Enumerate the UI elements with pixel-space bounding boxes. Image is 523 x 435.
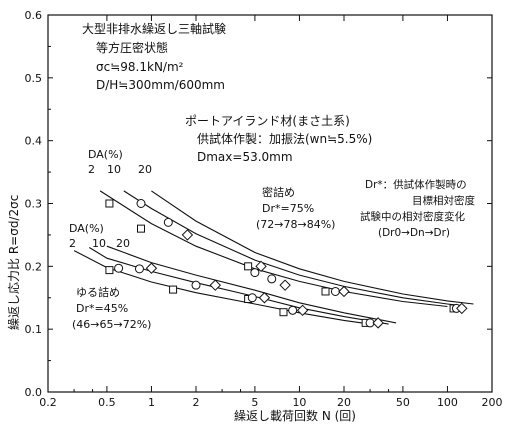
x-tick-label: 1 — [148, 396, 155, 409]
diamond-marker — [372, 317, 384, 329]
da-upper-10: 10 — [107, 163, 121, 176]
diamond-marker — [456, 302, 468, 315]
annotation-prep: 供試体作製：加振法(wn≒5.5%) — [197, 131, 372, 146]
annotation-note-4: (Dr0→Dn→Dr) — [378, 227, 450, 239]
annotation-loose-title: ゆる詰め — [76, 285, 120, 299]
annotation-loose-dr: Dr*=45% — [76, 302, 128, 315]
annotation-condition: 等方圧密状態 — [96, 40, 168, 55]
circle-marker — [136, 199, 146, 208]
annotation-dense-title: 密詰め — [262, 185, 295, 199]
fit-curve-dense-2 — [151, 190, 474, 305]
diamond-marker — [145, 262, 158, 274]
da-lower-2: 2 — [69, 237, 76, 250]
y-tick-label: 0.6 — [25, 9, 43, 22]
annotation-title: 大型非排水繰返し三軸試験 — [82, 21, 226, 36]
square-marker — [279, 308, 288, 317]
circle-marker — [288, 305, 298, 315]
diamond-marker — [209, 279, 221, 291]
diamond-marker — [258, 292, 271, 304]
fit-curve-dense-0 — [99, 190, 448, 308]
square-marker — [105, 266, 114, 275]
da-upper-2: 2 — [88, 163, 95, 176]
circle-marker — [250, 268, 260, 278]
square-marker — [321, 287, 330, 296]
circle-marker — [330, 286, 340, 296]
circle-marker — [114, 263, 124, 273]
annotation-dense-dr: Dr*=75% — [262, 202, 314, 215]
diamond-marker — [279, 279, 291, 291]
square-marker — [105, 199, 114, 208]
annotation-note-3: 試験中の相対密度変化 — [360, 210, 465, 223]
y-tick-label: 0.1 — [25, 323, 43, 336]
circle-marker — [191, 280, 201, 290]
x-tick-label: 100 — [437, 396, 458, 409]
x-tick-label: 50 — [396, 396, 410, 409]
diamond-marker — [338, 285, 350, 298]
circle-marker — [163, 217, 173, 227]
annotation-dmax: Dmax=53.0mm — [197, 150, 293, 164]
da-upper-20: 20 — [138, 163, 152, 176]
annotation-dh: D/H≒300mm/600mm — [96, 78, 225, 92]
x-tick-label: 0.5 — [98, 396, 116, 409]
y-tick-label: 0.4 — [25, 135, 43, 148]
fit-curve-loose-5 — [106, 245, 397, 324]
axis-ticks: 0.0 0.1 0.2 0.3 0.4 0.5 0.6 0.2 0.5 1 2 5 10 20 50 100 2… — [25, 9, 503, 409]
x-tick-label: 200 — [482, 396, 503, 409]
y-axis-label: 繰返し応力比 R=σd/2σc — [7, 195, 21, 330]
da-lower-20: 20 — [116, 237, 130, 250]
da-lower-10: 10 — [92, 237, 106, 250]
circle-marker — [267, 274, 277, 284]
square-marker — [137, 224, 146, 233]
x-tick-label: 2 — [193, 396, 200, 409]
annotation-material: ポートアイランド材(まさ土系) — [185, 114, 350, 128]
y-tick-label: 0.5 — [25, 72, 43, 85]
x-tick-label: 5 — [251, 396, 258, 409]
x-tick-label: 0.2 — [39, 396, 57, 409]
fit-curve-dense-1 — [123, 190, 465, 307]
fit-curve-loose-4 — [89, 247, 389, 325]
circle-marker — [247, 293, 257, 303]
annotation-dense-range: (72→78→84%) — [256, 218, 335, 231]
x-tick-label: 20 — [337, 396, 351, 409]
square-marker — [244, 262, 253, 271]
marker-group — [105, 199, 468, 329]
fit-curve-loose-3 — [73, 250, 371, 325]
diamond-marker — [255, 260, 267, 273]
square-marker — [169, 285, 178, 294]
annotation-sigma-c: σc≒98.1kN/m² — [96, 60, 184, 74]
y-tick-label: 0.2 — [25, 260, 43, 273]
annotation-note-1: Dr*：供試体作製時の — [365, 178, 467, 191]
y-tick-label: 0.0 — [25, 386, 43, 399]
da-upper-label: DA(%) — [88, 148, 123, 161]
circle-marker — [134, 264, 144, 274]
diamond-marker — [181, 229, 194, 241]
da-lower-label: DA(%) — [69, 222, 104, 235]
y-tick-label: 0.3 — [25, 198, 43, 211]
x-axis-label: 繰返し載荷回数 N (回) — [234, 408, 356, 423]
x-tick-label: 10 — [292, 396, 306, 409]
diamond-marker — [296, 304, 309, 317]
annotation-loose-range: (46→65→72%) — [72, 318, 151, 331]
annotation-note-2: 目標相対密度 — [412, 194, 475, 207]
